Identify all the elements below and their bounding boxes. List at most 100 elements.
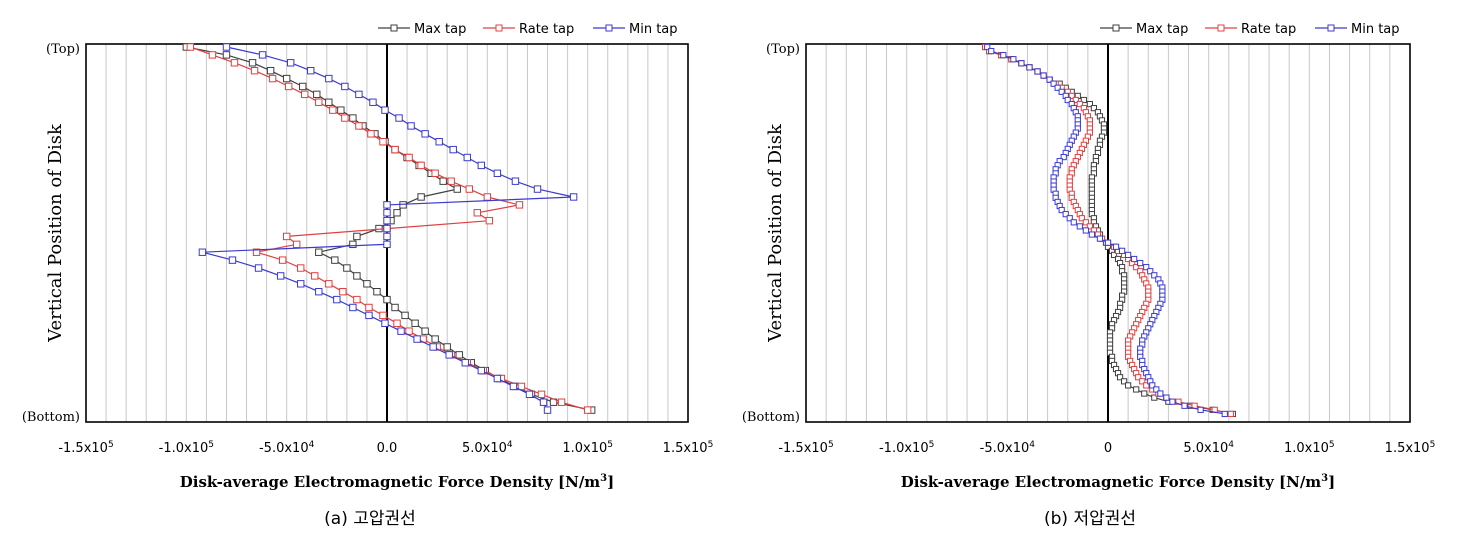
chart-a-rate-tap-point bbox=[341, 114, 349, 122]
chart-panel-a: -1.5x105 -1.0x105 -5.0x104 0.0 5.0x104 1.0x10… bbox=[22, 22, 713, 529]
chart-a-max-tap-point bbox=[299, 82, 307, 91]
chart-a-min-tap-point bbox=[325, 74, 333, 83]
chart-b-caption: (b) 저압권선 bbox=[1044, 509, 1136, 529]
chart-a-min-tap-point bbox=[365, 311, 373, 320]
chart-b-min-tap-point bbox=[1062, 211, 1069, 218]
chart-a-x-tick-label: -5.0x104 bbox=[259, 440, 315, 456]
chart-a-legend-min-tap-label: Min tap bbox=[629, 22, 678, 37]
chart-a-x-tick-label: 5.0x104 bbox=[462, 440, 513, 456]
chart-a-min-tap-point bbox=[493, 169, 502, 177]
chart-a-max-tap-point bbox=[391, 303, 399, 312]
chart-b-min-tap-point bbox=[1018, 60, 1025, 67]
chart-b-legend-max-tap-marker bbox=[1112, 24, 1120, 32]
chart-a-max-tap-point bbox=[353, 232, 361, 241]
chart-a-max-tap-point bbox=[222, 51, 231, 59]
chart-b-y-top-label: (Top) bbox=[766, 42, 800, 57]
chart-a-min-tap-point bbox=[307, 66, 315, 75]
chart-b-rate-tap-point bbox=[1133, 264, 1140, 271]
chart-b-min-tap-point bbox=[1104, 239, 1112, 246]
chart-b-rate-tap-point bbox=[1086, 223, 1093, 230]
chart-a-min-tap-point bbox=[383, 201, 391, 209]
chart-a-rate-tap-point bbox=[230, 59, 239, 67]
chart-a-min-tap-point bbox=[463, 153, 471, 162]
chart-a-min-tap-point bbox=[445, 351, 453, 359]
chart-a-rate-tap-point bbox=[367, 130, 375, 138]
chart-a-rate-tap-point bbox=[252, 248, 261, 256]
chart-a-rate-tap-point bbox=[268, 74, 277, 83]
chart-a-rate-tap-point bbox=[447, 177, 455, 185]
chart-a-rate-tap-point bbox=[353, 295, 361, 304]
chart-a-min-tap-point bbox=[533, 185, 542, 193]
chart-a-min-tap-point bbox=[397, 327, 405, 335]
chart-b-rate-tap-point bbox=[1076, 100, 1083, 108]
chart-a-min-tap-point bbox=[355, 90, 363, 99]
chart-b-legend-max-tap-label: Max tap bbox=[1136, 22, 1188, 37]
chart-a-min-tap-point bbox=[511, 177, 520, 185]
chart-b-min-tap-point bbox=[1163, 394, 1170, 401]
chart-b-min-tap-point bbox=[1088, 231, 1095, 238]
chart-a-min-tap-point bbox=[461, 359, 469, 367]
chart-a-max-tap-point bbox=[337, 106, 345, 114]
chart-a-rate-tap-point bbox=[325, 280, 333, 288]
chart-a-min-tap-point bbox=[429, 343, 437, 351]
chart-a-rate-tap-point bbox=[379, 311, 387, 320]
chart-a-max-tap-point bbox=[282, 74, 291, 83]
chart-a-max-tap-point bbox=[313, 90, 321, 99]
chart-a-max-tap-point bbox=[248, 59, 257, 67]
chart-a-min-tap-point bbox=[407, 122, 415, 130]
chart-a-min-tap-point bbox=[254, 264, 263, 272]
chart-a-rate-tap-point bbox=[417, 161, 425, 170]
chart-b-min-tap-point bbox=[1000, 52, 1007, 59]
chart-a-max-tap-point bbox=[443, 343, 451, 351]
chart-a-rate-tap-point bbox=[186, 43, 195, 51]
chart-a-x-tick-label: 0.0 bbox=[377, 441, 398, 456]
chart-b-y-bottom-label: (Bottom) bbox=[742, 410, 800, 425]
chart-b-min-tap-point bbox=[1040, 72, 1047, 79]
chart-a-rate-tap-point bbox=[339, 288, 347, 296]
chart-a-max-tap-point bbox=[343, 264, 351, 272]
chart-b-rate-tap-point bbox=[1143, 382, 1150, 389]
chart-b-min-tap-point bbox=[1082, 227, 1089, 234]
chart-b-min-tap-point bbox=[1169, 398, 1176, 405]
chart-a-min-tap-point bbox=[349, 303, 357, 312]
chart-a-rate-tap-point bbox=[405, 327, 413, 335]
chart-a-min-tap-point bbox=[421, 130, 429, 138]
chart-a-rate-tap-point bbox=[483, 193, 492, 201]
chart-a-min-tap-point bbox=[286, 59, 295, 67]
chart-b-x-tick-label: -5.0x104 bbox=[980, 440, 1036, 456]
chart-a-legend-max-tap-marker bbox=[390, 24, 398, 32]
chart-a-max-tap-point bbox=[453, 185, 461, 193]
chart-a-max-tap-point bbox=[349, 114, 357, 122]
chart-b-min-tap-point bbox=[1046, 76, 1053, 83]
chart-b-legend-rate-tap-label: Rate tap bbox=[1241, 22, 1296, 37]
chart-a-x-tick-label: -1.5x105 bbox=[58, 440, 113, 456]
chart-a-rate-tap-point bbox=[537, 390, 546, 399]
chart-b-rate-tap-point bbox=[1139, 378, 1146, 385]
chart-b-legend-min-tap-label: Min tap bbox=[1351, 22, 1400, 37]
chart-a-min-tap-point bbox=[341, 82, 349, 91]
chart-a-min-tap-point bbox=[315, 288, 323, 296]
chart-b-min-tap-point bbox=[1112, 243, 1120, 250]
chart-b-min-tap-point bbox=[988, 47, 995, 55]
chart-b-min-tap-point bbox=[1181, 402, 1188, 409]
chart-a-rate-tap-point bbox=[557, 398, 566, 406]
chart-a-min-tap-point bbox=[525, 390, 534, 399]
chart-b-rate-tap-point bbox=[1135, 374, 1142, 381]
chart-b-max-tap-point bbox=[1133, 386, 1140, 393]
chart-a-max-tap-point bbox=[401, 311, 409, 320]
chart-a-max-tap-point bbox=[349, 240, 357, 249]
chart-a-rate-tap-point bbox=[365, 303, 373, 312]
chart-a-rate-tap-point bbox=[393, 319, 401, 327]
chart-b-rate-tap-point bbox=[1078, 215, 1085, 222]
chart-a-max-tap-point bbox=[411, 319, 419, 327]
chart-a-max-tap-point bbox=[383, 295, 391, 304]
chart-b-legend-min-tap-marker bbox=[1327, 24, 1335, 32]
chart-a-x-tick-label: -1.0x105 bbox=[159, 440, 214, 456]
chart-b-x-tick-label: -1.0x105 bbox=[879, 440, 934, 456]
chart-a-min-tap-point bbox=[383, 216, 391, 225]
chart-a-min-tap-point bbox=[258, 51, 267, 59]
chart-b-rate-tap-point bbox=[1072, 96, 1079, 104]
chart-b-max-tap-point bbox=[1110, 251, 1118, 259]
chart-a-min-tap-point bbox=[383, 209, 391, 217]
chart-b-min-tap-point bbox=[1147, 268, 1154, 275]
